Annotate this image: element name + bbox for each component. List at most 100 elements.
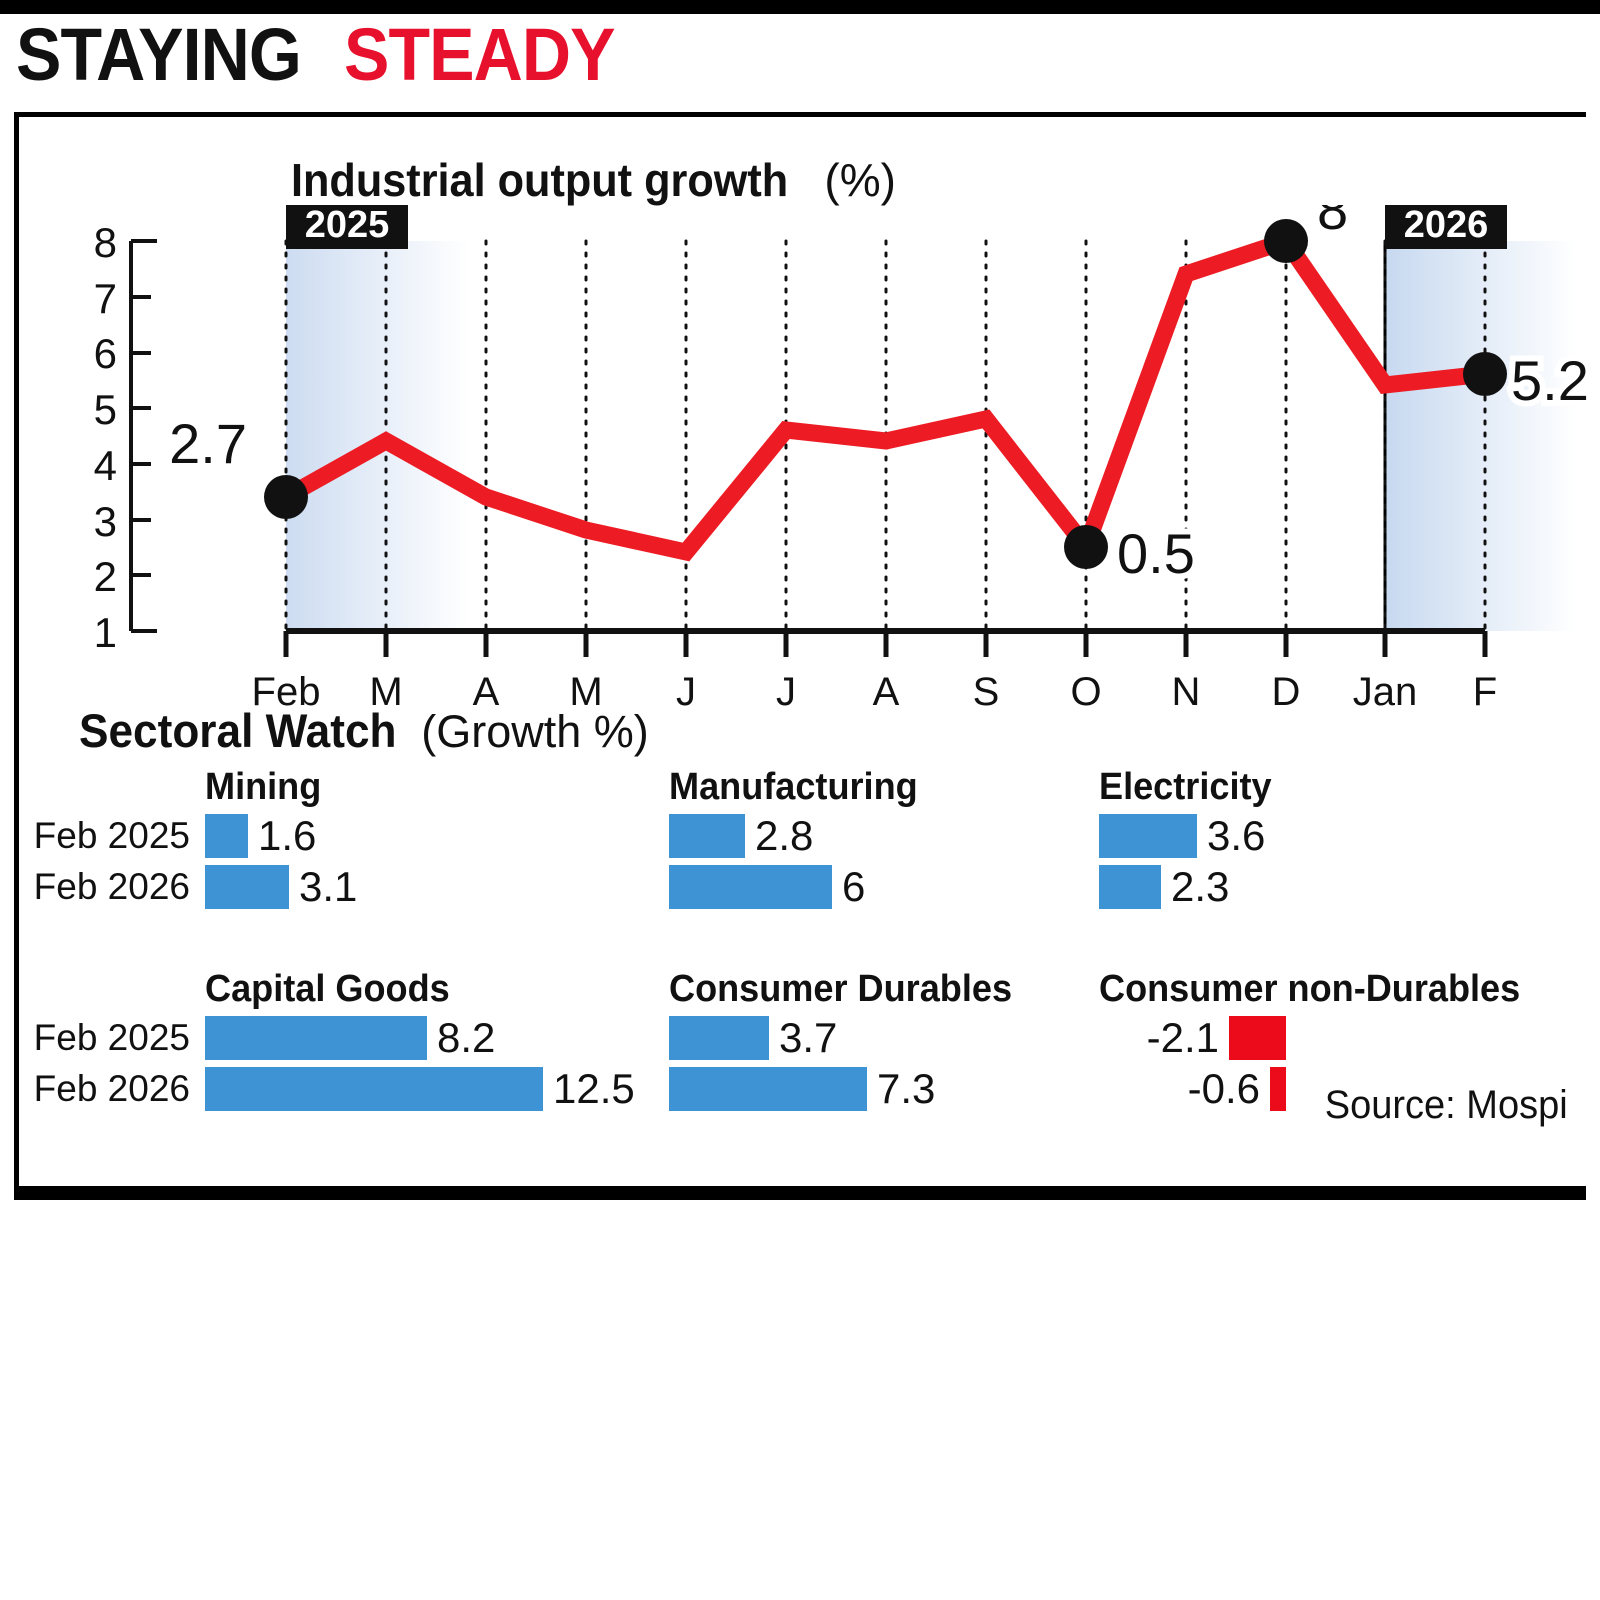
bar-manufacturing-2025 (669, 814, 745, 858)
y-tick-1: 1 (94, 609, 117, 656)
x-axis (283, 628, 1488, 657)
bar-electricity-2025 (1099, 814, 1197, 858)
table-row: 6 (669, 864, 931, 910)
table-row: 7.3 (669, 1066, 1030, 1112)
marker-feb2026 (1463, 352, 1507, 396)
band-2025-badge: 2025 (286, 205, 408, 249)
x-tick-dec: D (1272, 670, 1301, 714)
headline-part-black: STAYING (16, 13, 302, 96)
sector-block-capital-goods: Capital Goods Feb 2025 8.2 Feb 2026 12.5 (34, 969, 635, 1117)
data-point-markers (264, 219, 1507, 569)
x-tick-sep: S (973, 670, 1000, 714)
annotation-oct: 0.5 (1117, 522, 1195, 585)
bar-value-consumer-non-durables-2025: -2.1 (1146, 1014, 1219, 1061)
sector-block-mining: Mining Feb 2025 1.6 Feb 2026 3.1 (34, 767, 358, 915)
sector-rows-mining: Feb 2025 1.6 Feb 2026 3.1 (34, 812, 358, 910)
bar-capital-goods-2025 (205, 1016, 427, 1060)
headline-part-red: STEADY (343, 13, 616, 96)
source-attribution: Source: Mospi (1325, 1083, 1568, 1127)
sector-name-consumer-durables: Consumer Durables (669, 968, 1013, 1010)
line-chart-title-unit: (%) (824, 154, 896, 206)
sector-name-consumer-non-durables: Consumer non-Durables (1099, 968, 1521, 1010)
bar-value-electricity-2026: 2.3 (1171, 863, 1230, 910)
x-tick-mar: M (369, 670, 402, 714)
table-row: -2.1 (1099, 1015, 1542, 1061)
marker-feb (264, 475, 308, 519)
bar-value-mining-2025: 1.6 (258, 812, 317, 859)
line-chart: 8 7 6 5 4 3 2 1 (19, 205, 1591, 765)
bar-value-manufacturing-2026: 6 (842, 863, 866, 910)
table-row: 3.6 (1099, 813, 1281, 859)
bar-manufacturing-2026 (669, 865, 832, 909)
marker-dec (1264, 219, 1308, 263)
x-tick-jan: Jan (1353, 670, 1418, 714)
y-tick-6: 6 (94, 330, 117, 377)
line-chart-title: Industrial output growth (%) (291, 153, 896, 207)
y-axis-ticklabels: 8 7 6 5 4 3 2 1 (94, 219, 117, 656)
sectoral-watch-title-strong: Sectoral Watch (79, 704, 397, 757)
bar-consumer-non-durables-2025 (1229, 1016, 1286, 1060)
y-tick-3: 3 (94, 498, 117, 545)
y-axis (129, 239, 157, 633)
annotation-dec: 8 (1317, 205, 1348, 241)
band-2026-shade (1385, 241, 1577, 631)
annotation-feb-2026: 5.2 (1511, 349, 1589, 412)
table-row: -0.6 (1099, 1066, 1542, 1112)
x-axis-ticklabels: Feb M A M J J A S O N D Jan F (252, 670, 1498, 714)
y-tick-4: 4 (94, 442, 117, 489)
y-tick-7: 7 (94, 275, 117, 322)
bar-electricity-2026 (1099, 865, 1161, 909)
table-row: Feb 2025 8.2 (34, 1014, 635, 1061)
sector-rows-electricity: 3.6 2.3 (1099, 813, 1281, 910)
row-label-feb-2025: Feb 2025 (33, 815, 190, 856)
annotation-feb-2025: 2.7 (169, 412, 247, 475)
table-row: 2.8 (669, 813, 931, 859)
x-tick-feb: Feb (252, 670, 321, 714)
bar-mining-2026 (205, 865, 289, 909)
sectoral-watch-title-unit: (Growth %) (421, 706, 649, 757)
bar-mining-2025 (205, 814, 248, 858)
table-row: Feb 2025 1.6 (34, 812, 357, 859)
band-2025-shade (286, 241, 468, 631)
bar-value-consumer-non-durables-2026: -0.6 (1187, 1065, 1260, 1112)
bottom-rule (14, 1186, 1586, 1200)
table-row: 2.3 (1099, 864, 1281, 910)
row-label-feb-2026: Feb 2026 (33, 866, 190, 907)
bar-value-mining-2026: 3.1 (299, 863, 358, 910)
bar-value-consumer-durables-2025: 3.7 (779, 1014, 838, 1061)
sectoral-watch-title: Sectoral Watch (Growth %) (79, 703, 649, 758)
sector-name-manufacturing: Manufacturing (669, 766, 918, 808)
x-tick-jun: J (676, 670, 696, 714)
row-label-feb-2025-b: Feb 2025 (33, 1017, 190, 1058)
x-tick-may: M (569, 670, 602, 714)
sector-block-manufacturing: Manufacturing 2.8 6 (669, 767, 931, 915)
band-2026-badge: 2026 (1385, 205, 1507, 249)
main-panel: Industrial output growth (%) (14, 112, 1591, 1190)
x-tick-jul: J (776, 670, 796, 714)
y-tick-8: 8 (94, 219, 117, 266)
bar-value-manufacturing-2025: 2.8 (755, 812, 814, 859)
x-tick-apr: A (473, 670, 500, 714)
band-2026-badge-label: 2026 (1404, 205, 1489, 246)
sector-rows-capital-goods: Feb 2025 8.2 Feb 2026 12.5 (34, 1014, 635, 1112)
bar-value-consumer-durables-2026: 7.3 (877, 1065, 936, 1112)
bar-consumer-non-durables-2026 (1270, 1067, 1286, 1111)
x-tick-feb2: F (1473, 670, 1497, 714)
table-row: Feb 2026 3.1 (34, 863, 358, 910)
x-tick-aug: A (873, 670, 900, 714)
top-rule (0, 0, 1600, 14)
bar-consumer-durables-2026 (669, 1067, 867, 1111)
x-tick-oct: O (1070, 670, 1101, 714)
headline: STAYING STEADY (16, 18, 638, 96)
sector-rows-manufacturing: 2.8 6 (669, 813, 931, 910)
bar-value-electricity-2025: 3.6 (1207, 812, 1266, 859)
bar-value-capital-goods-2025: 8.2 (437, 1014, 496, 1061)
y-tick-5: 5 (94, 386, 117, 433)
sector-rows-consumer-durables: 3.7 7.3 (669, 1015, 1030, 1112)
table-row: Feb 2026 12.5 (34, 1065, 635, 1112)
band-2025-badge-label: 2025 (305, 205, 390, 246)
sector-name-electricity: Electricity (1099, 766, 1272, 808)
table-row: 3.7 (669, 1015, 1030, 1061)
bar-value-capital-goods-2026: 12.5 (553, 1065, 635, 1112)
